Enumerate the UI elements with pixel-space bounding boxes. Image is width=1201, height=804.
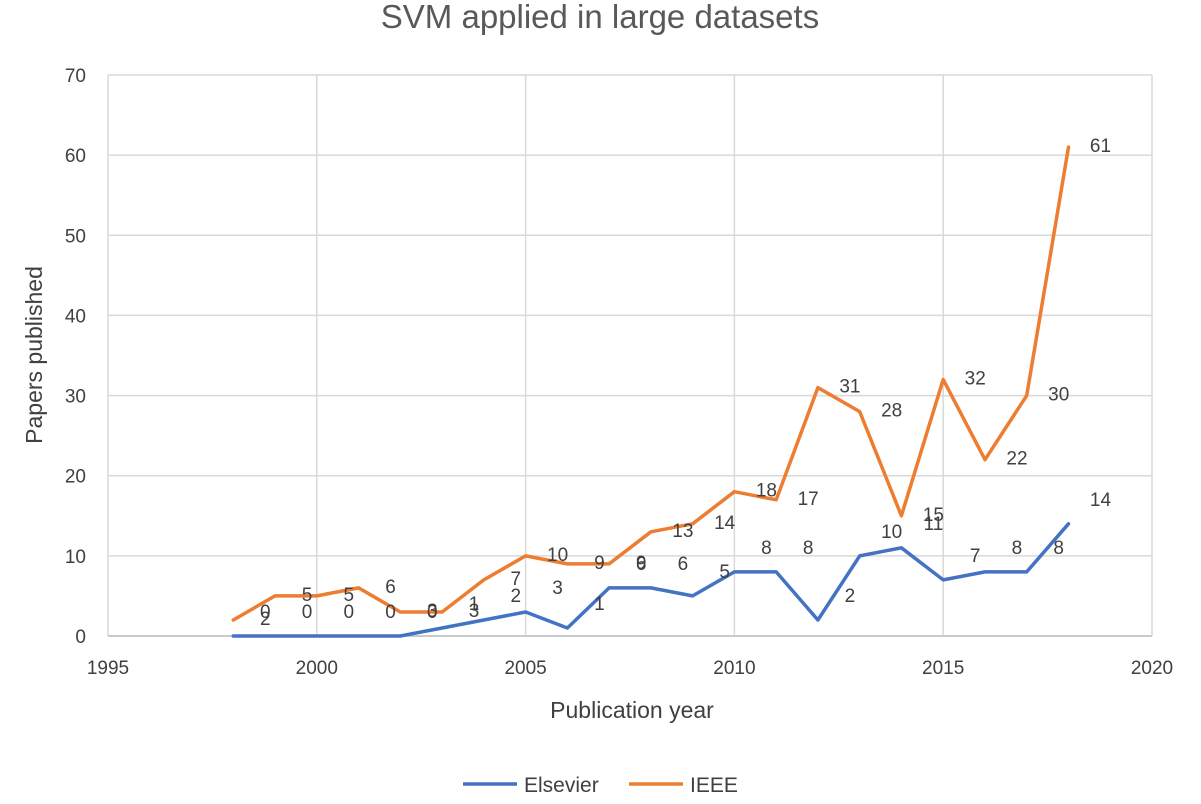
data-label-ieee: 61 xyxy=(1090,136,1111,157)
data-label-ieee: 7 xyxy=(511,569,522,590)
data-label-ieee: 15 xyxy=(923,505,944,526)
data-label-ieee: 32 xyxy=(965,369,986,390)
data-label-ieee: 22 xyxy=(1006,449,1027,470)
data-label-elsevier: 0 xyxy=(302,602,313,623)
data-label-ieee: 31 xyxy=(839,377,860,398)
data-label-ieee: 6 xyxy=(385,577,396,598)
x-tick-label: 2010 xyxy=(713,658,755,679)
y-axis-title: Papers published xyxy=(21,266,47,444)
y-tick-label: 20 xyxy=(65,467,86,488)
series-lines xyxy=(231,145,1071,638)
data-label-elsevier: 10 xyxy=(881,522,902,543)
data-label-elsevier: 0 xyxy=(260,602,271,623)
chart-title: SVM applied in large datasets xyxy=(381,0,819,35)
data-label-elsevier: 8 xyxy=(803,538,814,559)
data-label-ieee: 18 xyxy=(756,481,777,502)
data-label-elsevier: 2 xyxy=(845,586,856,607)
data-label-ieee: 17 xyxy=(798,489,819,510)
data-label-elsevier: 6 xyxy=(636,554,647,575)
y-tick-label: 40 xyxy=(65,306,86,327)
data-label-elsevier: 8 xyxy=(761,538,772,559)
y-tick-label: 70 xyxy=(65,66,86,87)
data-label-elsevier: 0 xyxy=(385,602,396,623)
data-label-ieee: 2 xyxy=(260,609,271,630)
x-tick-label: 1995 xyxy=(87,658,129,679)
legend-label-ieee: IEEE xyxy=(690,774,738,797)
data-label-elsevier: 2 xyxy=(511,586,522,607)
data-label-elsevier: 0 xyxy=(427,602,438,623)
data-label-elsevier: 0 xyxy=(344,602,355,623)
data-label-ieee: 13 xyxy=(672,521,693,542)
series-line-elsevier xyxy=(231,522,1071,638)
data-label-elsevier: 8 xyxy=(1012,538,1023,559)
data-label-ieee: 14 xyxy=(714,513,736,534)
data-label-elsevier: 11 xyxy=(924,514,944,535)
data-label-elsevier: 7 xyxy=(970,546,981,567)
data-label-elsevier: 6 xyxy=(678,554,689,575)
data-label-elsevier: 5 xyxy=(719,562,730,583)
y-tick-label: 30 xyxy=(65,387,86,408)
x-tick-label: 2000 xyxy=(296,658,338,679)
data-label-elsevier: 1 xyxy=(594,594,605,615)
data-label-ieee: 5 xyxy=(302,585,313,606)
data-label-ieee: 30 xyxy=(1048,385,1069,406)
x-axis-title: Publication year xyxy=(550,697,714,723)
y-tick-label: 60 xyxy=(65,146,86,167)
x-tick-label: 2005 xyxy=(504,658,546,679)
data-label-elsevier: 1 xyxy=(469,594,480,615)
data-label-ieee: 5 xyxy=(344,585,355,606)
data-label-ieee: 9 xyxy=(594,553,605,574)
y-tick-label: 10 xyxy=(65,547,86,568)
data-label-ieee: 3 xyxy=(427,601,438,622)
data-label-ieee: 3 xyxy=(469,601,480,622)
x-tick-label: 2015 xyxy=(922,658,964,679)
data-label-ieee: 9 xyxy=(636,553,647,574)
data-label-elsevier: 3 xyxy=(552,578,563,599)
data-label-elsevier: 8 xyxy=(1053,538,1064,559)
data-label-elsevier: 14 xyxy=(1090,490,1112,511)
y-tick-label: 50 xyxy=(65,226,86,247)
x-tick-label: 2020 xyxy=(1131,658,1173,679)
legend-label-elsevier: Elsevier xyxy=(524,774,599,797)
y-tick-label: 0 xyxy=(75,627,86,648)
legend: Elsevier IEEE xyxy=(463,774,738,797)
series-line-ieee xyxy=(231,145,1071,622)
data-label-ieee: 28 xyxy=(881,401,902,422)
data-label-ieee: 10 xyxy=(547,545,568,566)
gridlines xyxy=(107,74,1153,637)
